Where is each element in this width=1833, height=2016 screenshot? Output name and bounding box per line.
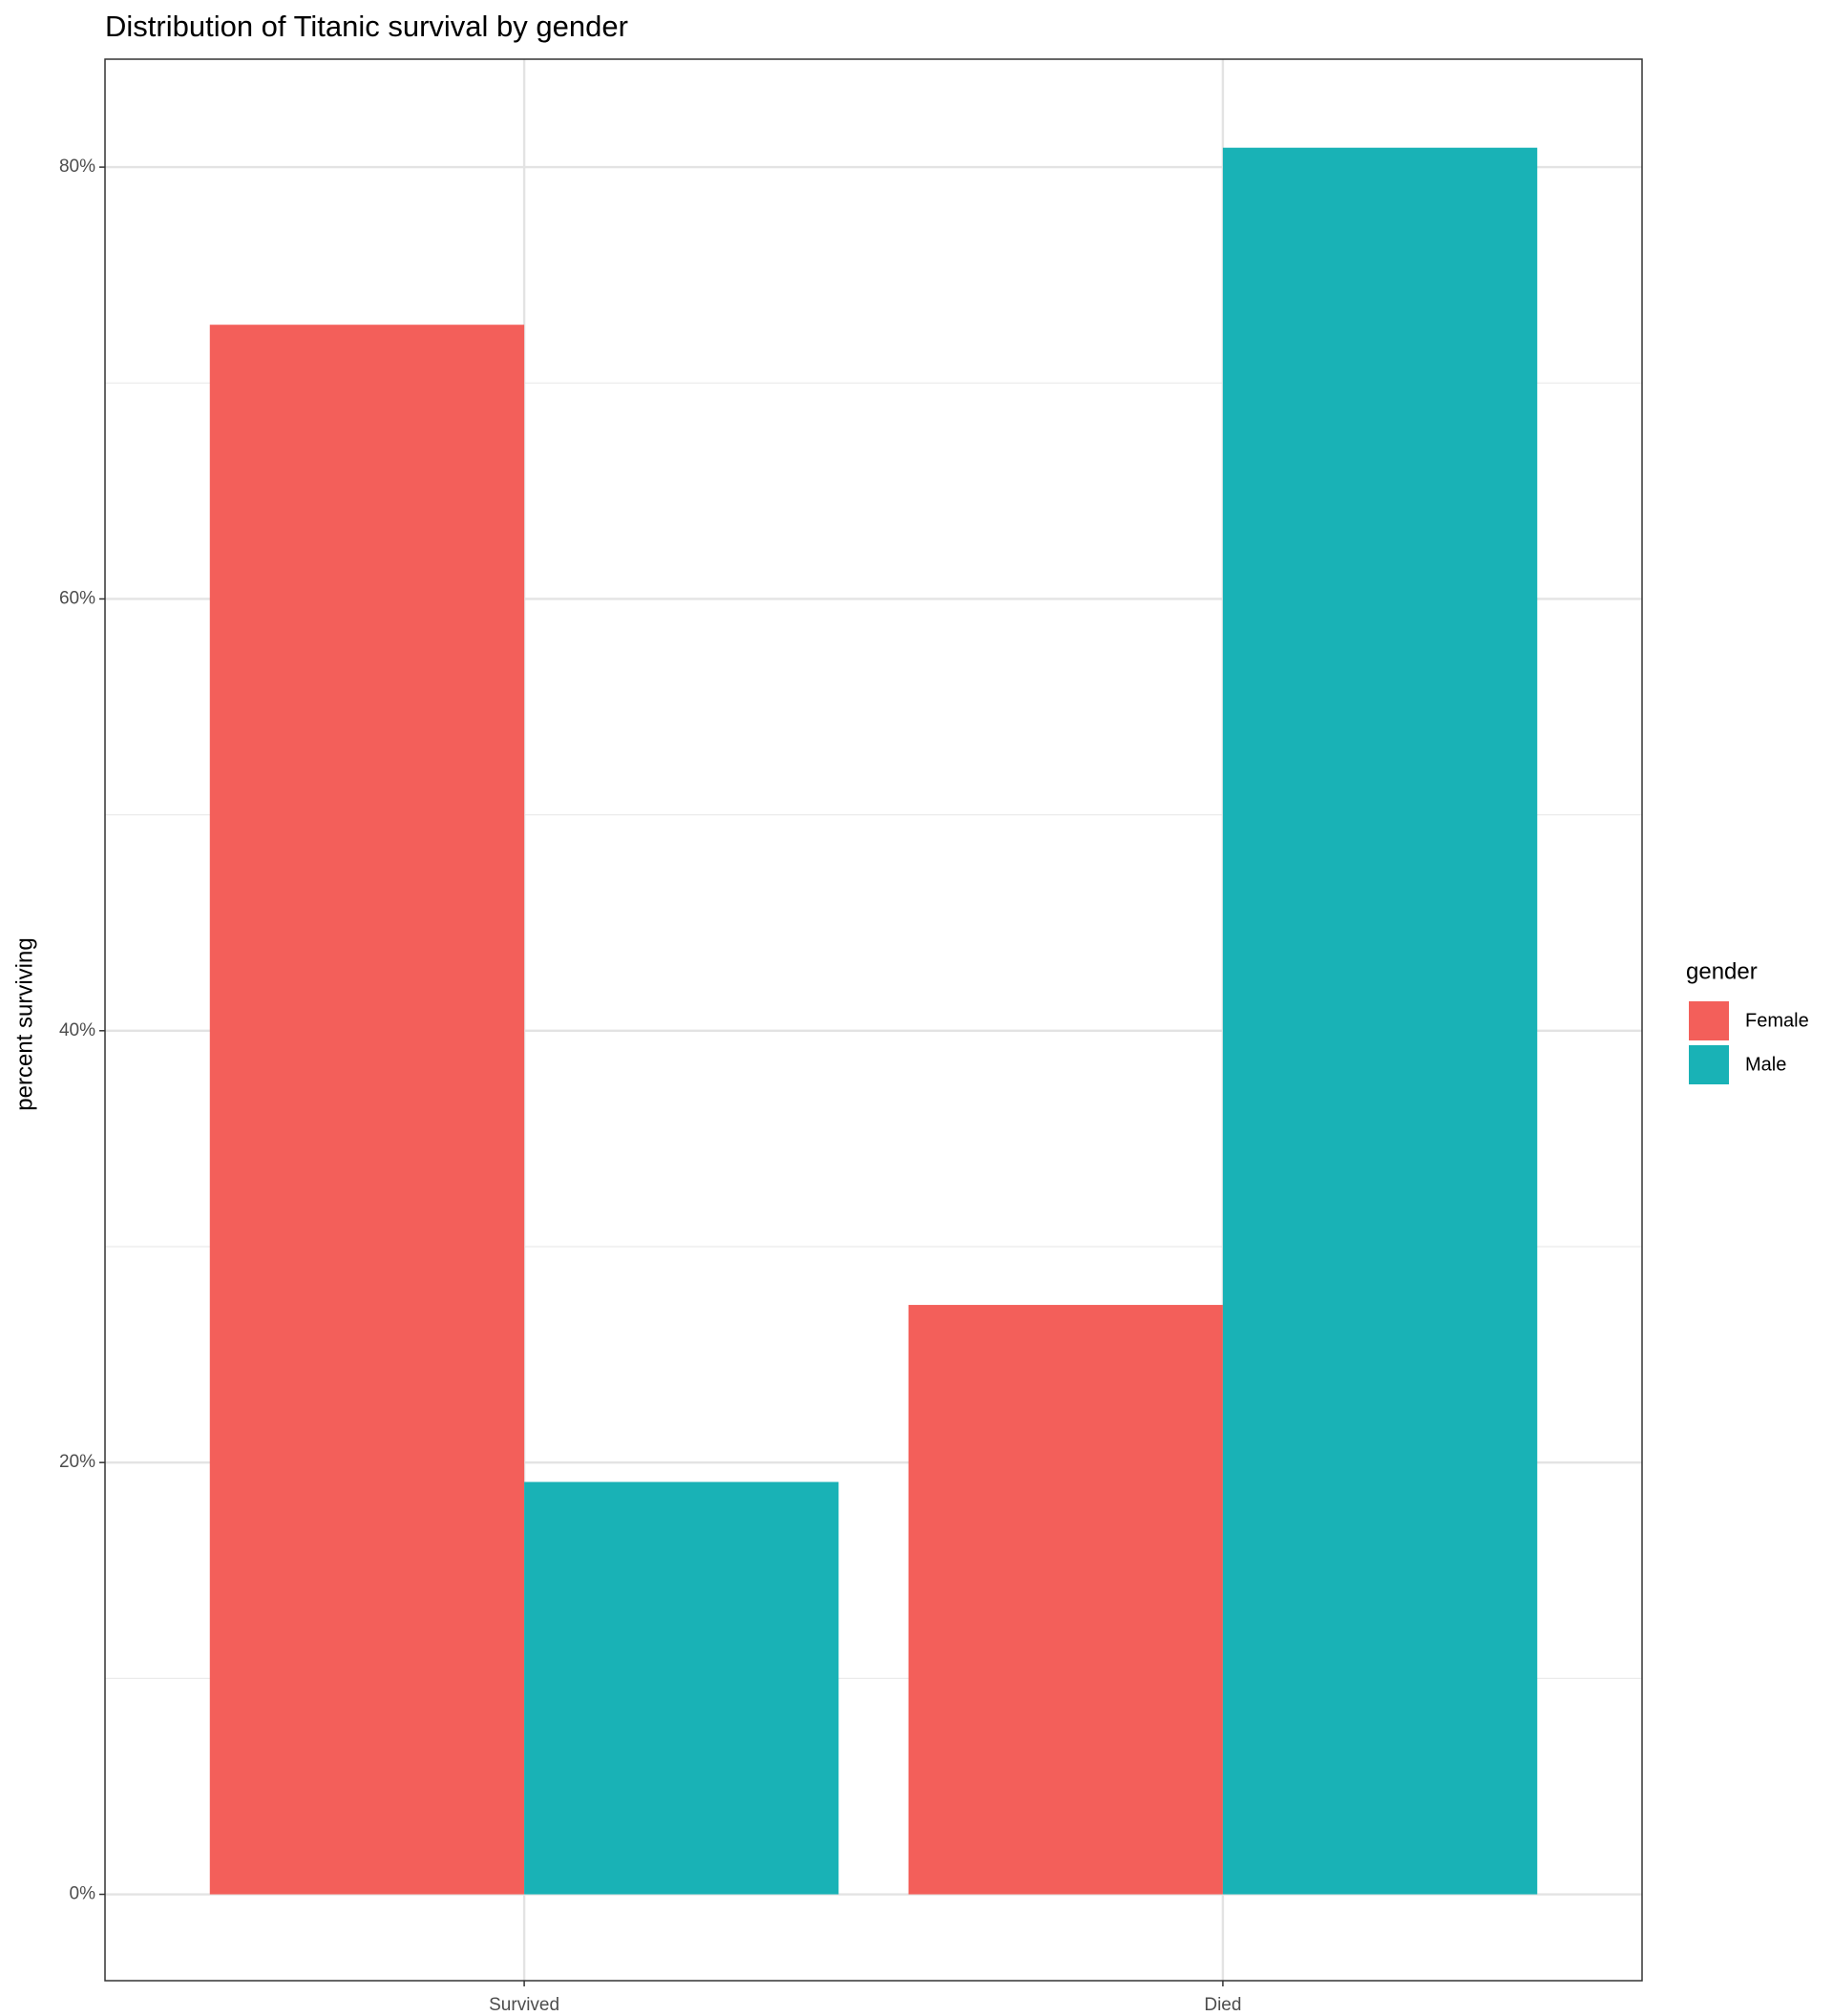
x-tick-label: Died bbox=[1204, 1995, 1241, 2015]
legend-label: Male bbox=[1745, 1054, 1786, 1075]
y-tick-label: 80% bbox=[59, 157, 95, 177]
bar bbox=[1222, 147, 1538, 1895]
bar bbox=[908, 1305, 1223, 1895]
legend-label: Female bbox=[1745, 1010, 1809, 1031]
x-tick-label: Survived bbox=[489, 1995, 559, 2015]
panel-border bbox=[104, 58, 1643, 1982]
bar bbox=[209, 325, 525, 1895]
y-tick-label: 0% bbox=[70, 1884, 96, 1904]
y-axis-title: percent surviving bbox=[11, 937, 37, 1110]
chart-title: Distribution of Titanic survival by gend… bbox=[105, 10, 628, 43]
y-tick-label: 40% bbox=[59, 1020, 95, 1040]
legend-key bbox=[1689, 1045, 1729, 1084]
legend-title: gender bbox=[1686, 958, 1758, 984]
y-tick-label: 60% bbox=[59, 588, 95, 608]
legend-key bbox=[1689, 1001, 1729, 1040]
y-tick-label: 20% bbox=[59, 1452, 95, 1472]
bar bbox=[524, 1481, 839, 1895]
